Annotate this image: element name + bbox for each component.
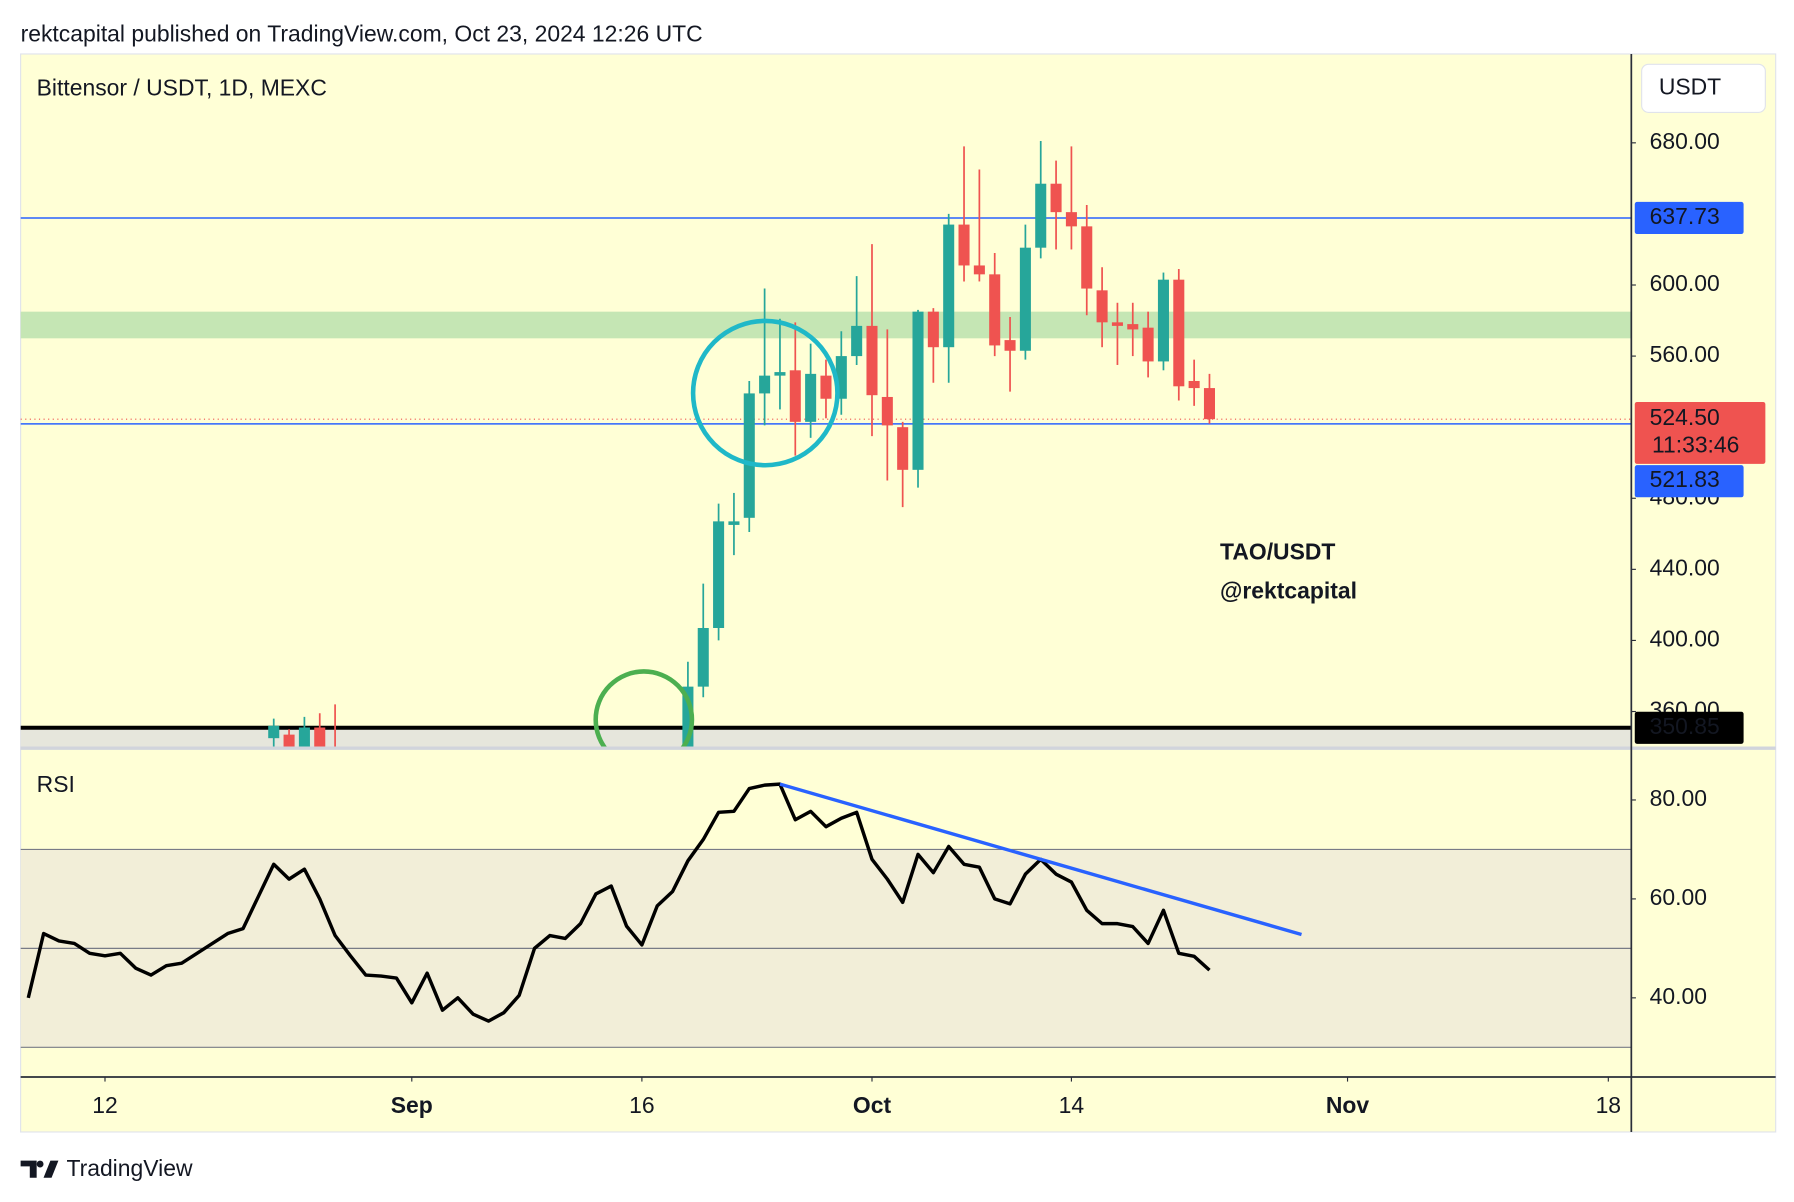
x-tick-label: Sep [391,1092,433,1118]
candle-body [835,356,847,399]
price-tag-label: 637.73 [1650,203,1720,229]
candle-body [743,393,755,518]
candle-body [897,427,909,470]
y-tick-label: 80.00 [1650,785,1707,811]
candle-body [912,311,924,470]
y-tick-label: 40.00 [1650,983,1707,1009]
y-tick-label: 440.00 [1650,554,1720,580]
candle-body [927,311,939,348]
highlight-circle [690,318,840,468]
candle-body [1142,327,1154,362]
candle-body [283,734,295,748]
candle-body [1127,324,1139,330]
candle-body [759,375,771,394]
candle-body [298,727,310,748]
lower-shade [20,728,1632,748]
price-tag [1634,711,1744,744]
price-tag [1634,201,1744,234]
candle-body [774,372,786,376]
overlay [690,318,840,468]
rsi-pane [20,782,1632,1048]
rsi-title: RSI [37,771,75,797]
candle-body [958,224,970,266]
byline: rektcapital published on TradingView.com… [21,21,703,47]
currency-button[interactable] [1641,63,1766,113]
candle-body [851,325,863,357]
candle-body [866,325,878,396]
countdown-label: 11:33:46 [1652,432,1739,458]
support-zone [20,311,1632,339]
y-tick-label: 560.00 [1650,341,1720,367]
candle-body [697,627,709,687]
symbol-title: Bittensor / USDT, 1D, MEXC [37,75,327,101]
annotation: TAO/USDT [1220,539,1335,565]
brand-name: TradingView [66,1155,193,1181]
candle-body [1096,290,1108,323]
x-tick-label: 12 [92,1092,117,1118]
candle-body [1065,212,1077,227]
currency-label: USDT [1659,73,1721,99]
candle-body [1203,388,1215,420]
price-tag-label: 350.85 [1650,713,1720,739]
candle-body [1050,183,1062,213]
rsi-line [26,782,1211,1023]
candle-body [881,396,893,426]
candle-body [713,521,725,628]
y-tick-label: 400.00 [1650,625,1720,651]
price-pane [20,141,1632,748]
candle-body [1004,340,1016,351]
y-tick-label: 600.00 [1650,270,1720,296]
candle-body [820,375,832,399]
x-tick-label: Nov [1326,1092,1370,1118]
candle-body [805,373,817,422]
trendline [779,782,1302,937]
y-tick-label: 60.00 [1650,884,1707,910]
candle-body [943,224,955,348]
price-tag [1634,465,1744,498]
candle-body [989,274,1001,346]
candle-body [973,265,985,275]
candle-body [789,370,801,422]
x-tick-label: 18 [1596,1092,1621,1118]
candle-body [728,521,740,525]
candle-body [1081,226,1093,289]
price-tag [1634,401,1766,464]
x-tick-label: 14 [1059,1092,1085,1118]
price-tag-label: 521.83 [1650,466,1720,492]
x-tick-label: 16 [629,1092,654,1118]
candle-body [268,725,280,739]
candle-body [1157,279,1169,362]
candle-body [1188,380,1200,389]
x-tick-label: Oct [853,1092,892,1118]
highlight-circle [593,669,695,748]
annotation: @rektcapital [1220,577,1357,603]
candle-body [1019,247,1031,351]
brand-logo [20,1160,59,1178]
candle-body [314,727,326,748]
candle-body [1035,183,1047,248]
candle-body [682,686,694,748]
y-tick-label: 680.00 [1650,128,1720,154]
candle-body [1173,279,1185,387]
price-tag-label: 524.50 [1650,404,1720,430]
candle-body [1111,322,1123,326]
